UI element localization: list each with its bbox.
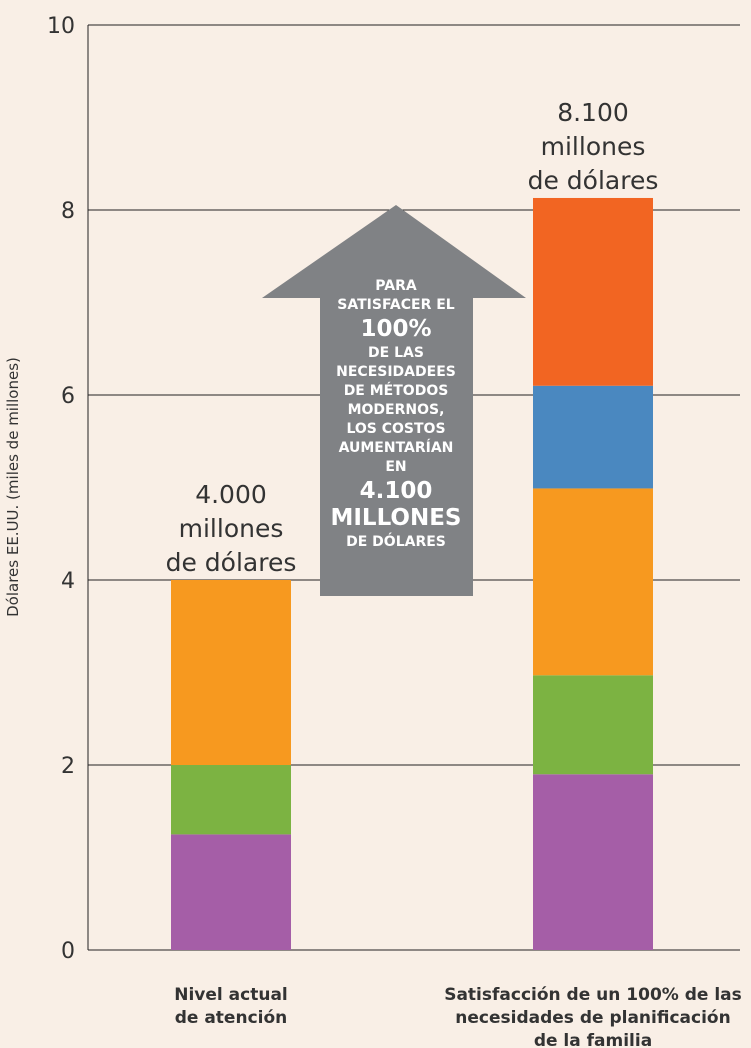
- y-tick-label: 2: [61, 754, 75, 779]
- x-tick-label: Satisfacción de un 100% de las necesidade…: [444, 985, 742, 1048]
- x-tick-label: Nivel actual de atención: [174, 985, 288, 1028]
- bar-segment: [533, 385, 653, 489]
- bar-segment: [533, 675, 653, 775]
- bar-segment: [171, 580, 291, 765]
- y-tick-label: 10: [47, 14, 75, 39]
- y-axis-label: Dólares EE.UU. (miles de millones): [4, 357, 22, 617]
- bar-segment: [533, 488, 653, 676]
- bar-segment: [171, 765, 291, 835]
- total-annotation: 8.100 millones de dólares: [528, 98, 659, 195]
- bar-segment: [171, 834, 291, 950]
- y-tick-label: 6: [61, 384, 75, 409]
- bar-segment: [533, 197, 653, 386]
- total-annotation: 4.000 millones de dólares: [166, 480, 297, 577]
- y-tick-label: 0: [61, 939, 75, 964]
- y-tick-label: 8: [61, 199, 75, 224]
- y-tick-label: 4: [61, 569, 75, 594]
- arrow: [262, 205, 526, 596]
- bar-segment: [533, 774, 653, 950]
- arrow-text: PARA SATISFACER EL 100% DE LAS NECESIDADEES D…: [330, 278, 461, 550]
